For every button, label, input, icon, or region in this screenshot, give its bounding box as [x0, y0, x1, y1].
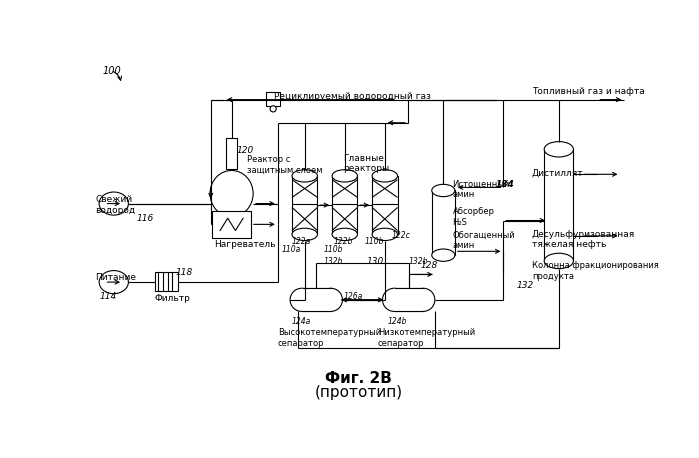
Text: 126a: 126a	[343, 292, 363, 301]
Text: Высокотемпературный
сепаратор: Высокотемпературный сепаратор	[278, 328, 381, 348]
Text: 122c: 122c	[391, 230, 410, 240]
Text: 122a: 122a	[291, 237, 311, 246]
Text: Главные
реакторы: Главные реакторы	[343, 153, 389, 173]
Text: 124b: 124b	[388, 317, 408, 326]
Ellipse shape	[319, 288, 343, 311]
Text: Свежий
водород: Свежий водород	[95, 195, 136, 214]
Text: Истощенный
амин: Истощенный амин	[452, 180, 510, 199]
Ellipse shape	[432, 249, 455, 262]
Text: Нагреватель: Нагреватель	[214, 240, 275, 249]
Text: 100: 100	[103, 66, 122, 76]
Ellipse shape	[292, 170, 317, 182]
Text: Топливный газ и нафта: Топливный газ и нафта	[532, 87, 644, 96]
Ellipse shape	[292, 228, 317, 240]
Ellipse shape	[99, 192, 129, 215]
Text: 110b: 110b	[324, 245, 343, 254]
Text: Фиг. 2В: Фиг. 2В	[325, 371, 392, 386]
Ellipse shape	[270, 106, 276, 112]
Bar	[266, 92, 280, 106]
Bar	[292, 176, 317, 234]
Text: 130: 130	[366, 257, 384, 267]
Text: Фильтр: Фильтр	[154, 294, 190, 303]
Text: Питание: Питание	[95, 273, 136, 282]
Bar	[394, 288, 424, 311]
Bar	[226, 138, 237, 169]
Text: 110b: 110b	[365, 237, 384, 246]
Ellipse shape	[332, 170, 357, 182]
Text: Низкотемпературный
сепаратор: Низкотемпературный сепаратор	[378, 328, 475, 348]
Ellipse shape	[332, 228, 357, 240]
Text: Реактор с
защитным слоем: Реактор с защитным слоем	[247, 155, 322, 174]
Text: Десульфуризованная
тяжелая нефть: Десульфуризованная тяжелая нефть	[532, 230, 635, 249]
Text: 128: 128	[420, 262, 438, 270]
Text: 116: 116	[137, 214, 154, 224]
Text: 124a: 124a	[291, 317, 311, 326]
Bar	[154, 272, 178, 291]
Bar	[212, 211, 251, 238]
Text: Рециклируемый водородный газ: Рециклируемый водородный газ	[274, 92, 431, 101]
Ellipse shape	[412, 288, 435, 311]
Text: 110a: 110a	[282, 245, 301, 254]
Ellipse shape	[210, 170, 253, 217]
Text: Колонна фракционирования
продукта: Колонна фракционирования продукта	[532, 262, 658, 281]
Text: 114: 114	[100, 292, 117, 301]
Ellipse shape	[290, 288, 313, 311]
Bar	[332, 176, 357, 234]
Bar	[432, 191, 455, 255]
Text: Обогащенный
амин: Обогащенный амин	[452, 230, 515, 250]
Text: 132: 132	[517, 281, 534, 289]
Text: 132b: 132b	[409, 256, 428, 266]
Ellipse shape	[382, 288, 405, 311]
Bar	[372, 176, 398, 234]
Ellipse shape	[372, 228, 398, 240]
Ellipse shape	[432, 184, 455, 196]
Text: 120: 120	[237, 146, 254, 155]
Bar	[394, 288, 424, 311]
Bar	[302, 288, 331, 311]
Text: (прототип): (прототип)	[315, 385, 403, 399]
Text: 122b: 122b	[334, 237, 354, 246]
Text: 134: 134	[496, 180, 514, 189]
Ellipse shape	[545, 142, 573, 157]
Text: Абсорбер
H₂S: Абсорбер H₂S	[452, 207, 495, 227]
Text: 132b: 132b	[324, 256, 343, 266]
Text: 118: 118	[175, 268, 193, 277]
Text: Дистиллят: Дистиллят	[532, 168, 584, 177]
Ellipse shape	[372, 170, 398, 182]
Bar	[302, 288, 331, 311]
Ellipse shape	[99, 271, 129, 294]
Bar	[545, 149, 573, 261]
Ellipse shape	[545, 253, 573, 269]
